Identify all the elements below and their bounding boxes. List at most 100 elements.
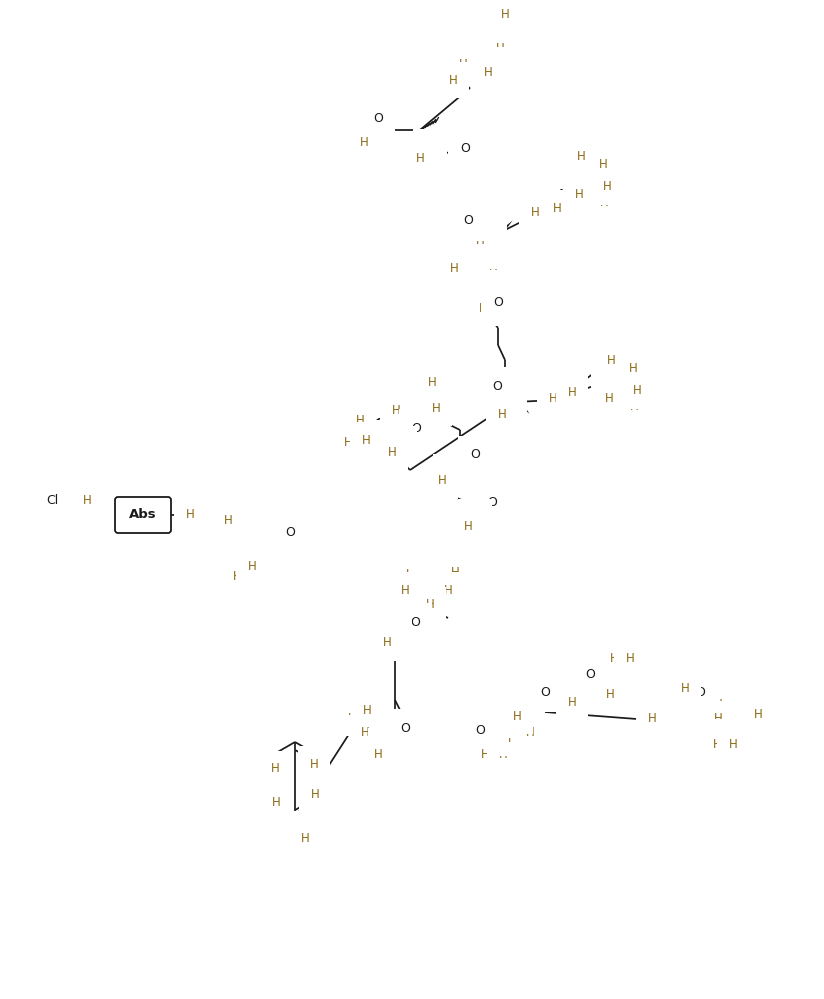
Text: N: N bbox=[705, 705, 714, 718]
Text: H: H bbox=[384, 432, 392, 445]
Text: H: H bbox=[301, 831, 309, 844]
Text: H: H bbox=[271, 762, 279, 775]
Text: H: H bbox=[361, 726, 369, 739]
Text: N: N bbox=[720, 731, 730, 744]
Text: N: N bbox=[425, 142, 435, 155]
Text: H: H bbox=[185, 508, 194, 521]
Text: H: H bbox=[348, 711, 356, 724]
Text: H: H bbox=[404, 394, 412, 407]
Text: H: H bbox=[272, 795, 280, 808]
Text: N: N bbox=[520, 701, 530, 714]
Text: H: H bbox=[630, 400, 639, 413]
Text: O: O bbox=[695, 685, 705, 698]
Text: O: O bbox=[475, 723, 485, 736]
Text: N: N bbox=[391, 628, 400, 641]
Text: H: H bbox=[568, 696, 576, 709]
Text: H: H bbox=[479, 302, 487, 315]
Text: O: O bbox=[460, 142, 470, 155]
Text: H: H bbox=[602, 369, 611, 382]
Text: N: N bbox=[575, 688, 585, 701]
Text: N: N bbox=[485, 232, 494, 245]
Text: H: H bbox=[501, 9, 509, 22]
Text: H: H bbox=[363, 703, 372, 716]
Text: H: H bbox=[513, 709, 522, 722]
Text: H: H bbox=[531, 206, 540, 219]
Text: H: H bbox=[470, 42, 479, 55]
Text: H: H bbox=[270, 541, 279, 554]
Text: H: H bbox=[681, 681, 690, 694]
Text: H: H bbox=[244, 555, 252, 568]
Text: H: H bbox=[466, 299, 475, 312]
Text: H: H bbox=[451, 565, 459, 578]
Text: H: H bbox=[475, 241, 485, 254]
Text: N: N bbox=[505, 399, 515, 412]
Text: H: H bbox=[480, 748, 489, 761]
Text: N: N bbox=[255, 551, 265, 564]
Text: H: H bbox=[222, 528, 232, 541]
Text: H: H bbox=[428, 561, 437, 574]
Polygon shape bbox=[265, 554, 274, 562]
Text: H: H bbox=[311, 787, 319, 800]
Text: O: O bbox=[463, 214, 473, 227]
Text: H: H bbox=[459, 59, 467, 72]
Polygon shape bbox=[377, 743, 390, 753]
Text: N: N bbox=[381, 740, 390, 753]
Text: H: H bbox=[428, 376, 437, 389]
Text: H: H bbox=[695, 703, 705, 716]
Text: H: H bbox=[476, 16, 485, 29]
Text: O: O bbox=[290, 823, 300, 836]
Text: H: H bbox=[248, 559, 256, 572]
Text: H: H bbox=[373, 748, 382, 761]
Polygon shape bbox=[495, 221, 513, 235]
Text: H: H bbox=[484, 66, 493, 79]
Text: H: H bbox=[526, 725, 535, 738]
Text: H: H bbox=[387, 447, 396, 460]
Text: H: H bbox=[498, 408, 507, 421]
Text: H: H bbox=[448, 74, 457, 87]
Text: H: H bbox=[344, 436, 353, 449]
Text: H: H bbox=[82, 494, 91, 506]
Polygon shape bbox=[517, 704, 530, 715]
Text: H: H bbox=[499, 748, 508, 761]
Text: H: H bbox=[400, 583, 410, 596]
Text: H: H bbox=[667, 688, 677, 701]
Text: H: H bbox=[605, 393, 613, 406]
Polygon shape bbox=[515, 402, 530, 414]
Text: H: H bbox=[714, 712, 723, 725]
Text: O: O bbox=[492, 380, 502, 393]
Text: N: N bbox=[457, 289, 466, 302]
Text: O: O bbox=[493, 296, 503, 309]
Text: H: H bbox=[606, 688, 615, 701]
Text: N: N bbox=[655, 703, 665, 716]
Text: H: H bbox=[573, 165, 582, 178]
Text: H: H bbox=[362, 434, 370, 447]
Text: O: O bbox=[750, 713, 760, 726]
Text: O: O bbox=[285, 526, 295, 539]
Text: H: H bbox=[436, 573, 444, 586]
Text: Cl: Cl bbox=[46, 494, 59, 506]
Text: N: N bbox=[471, 511, 480, 524]
Text: H: H bbox=[489, 269, 498, 282]
Text: H: H bbox=[633, 385, 641, 398]
Text: O: O bbox=[487, 497, 497, 509]
Text: H: H bbox=[648, 711, 657, 724]
Text: H: H bbox=[464, 519, 472, 532]
Text: H: H bbox=[405, 382, 414, 395]
Text: H: H bbox=[450, 262, 458, 275]
FancyBboxPatch shape bbox=[115, 497, 171, 533]
Text: H: H bbox=[415, 152, 424, 165]
Text: H: H bbox=[232, 570, 241, 583]
Text: H: H bbox=[488, 282, 496, 295]
Text: H: H bbox=[424, 578, 433, 591]
Text: N: N bbox=[445, 467, 455, 480]
Text: H: H bbox=[577, 150, 585, 163]
Text: H: H bbox=[549, 392, 557, 405]
Text: N: N bbox=[489, 16, 499, 29]
Text: H: H bbox=[606, 354, 616, 367]
Text: H: H bbox=[310, 757, 318, 770]
Text: H: H bbox=[359, 137, 368, 150]
Text: H: H bbox=[508, 731, 517, 744]
Text: H: H bbox=[338, 424, 346, 437]
Text: H: H bbox=[475, 256, 485, 269]
Text: H: H bbox=[462, 51, 471, 64]
